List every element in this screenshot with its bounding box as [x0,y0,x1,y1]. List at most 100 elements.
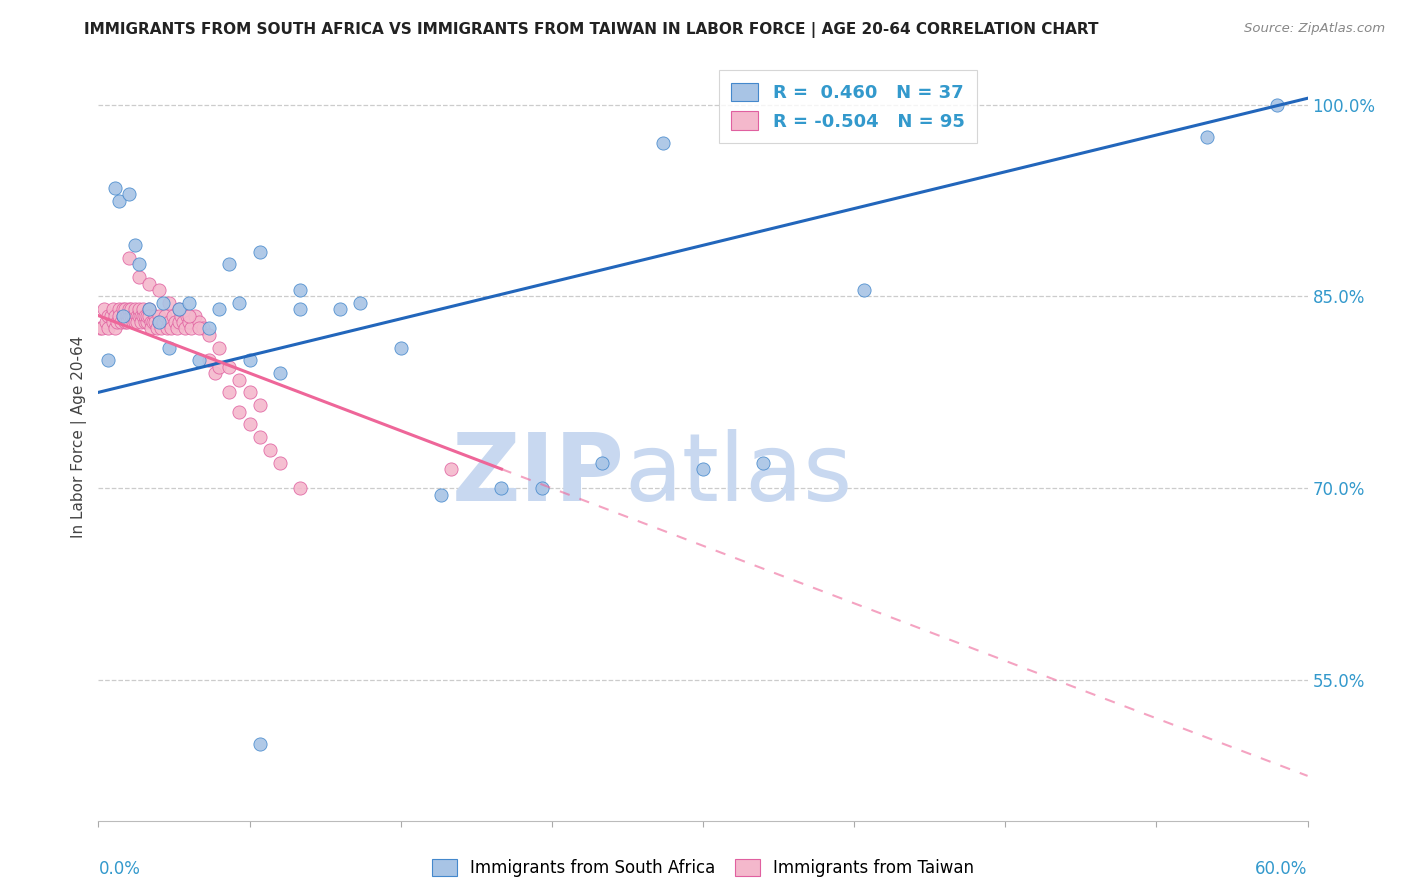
Point [143,309,166,323]
Point [259,442,281,457]
Point [148,309,170,323]
Point [115,309,138,323]
Point [139,315,162,329]
Point [91,321,114,335]
Point [139,321,162,335]
Point [198,353,221,368]
Point [128,270,150,285]
Point [329,302,352,317]
Point [288,302,311,317]
Point [105,315,128,329]
Point [125,315,148,329]
Point [163,315,186,329]
Point [188,315,211,329]
Point [152,296,174,310]
Point [89,321,111,335]
Point [138,302,160,317]
Point [120,309,142,323]
Point [111,309,134,323]
Point [288,481,311,495]
Point [96,315,118,329]
Point [651,136,673,150]
Point [249,737,271,751]
Point [853,283,876,297]
Point [138,302,160,317]
Point [239,385,262,400]
Point [1267,97,1289,112]
Point [132,302,155,317]
Point [157,296,180,310]
Text: Source: ZipAtlas.com: Source: ZipAtlas.com [1244,22,1385,36]
Point [228,296,250,310]
Point [166,321,188,335]
Point [218,385,240,400]
Text: ZIP: ZIP [451,429,624,522]
Point [249,430,271,444]
Point [430,488,453,502]
Point [591,456,613,470]
Point [162,309,184,323]
Point [167,315,190,329]
Point [176,309,198,323]
Point [107,302,129,317]
Point [208,359,231,374]
Point [208,302,231,317]
Point [228,404,250,418]
Point [288,283,311,297]
Point [124,238,146,252]
Point [146,321,169,335]
Point [193,321,215,335]
Point [111,309,134,323]
Point [148,315,170,329]
Text: atlas: atlas [624,429,852,522]
Point [135,315,157,329]
Point [153,309,176,323]
Point [97,309,120,323]
Point [170,309,193,323]
Point [100,309,122,323]
Point [118,302,141,317]
Point [249,244,271,259]
Point [118,187,141,202]
Point [134,309,156,323]
Point [692,462,714,476]
Point [101,302,124,317]
Point [97,321,120,335]
Point [198,327,221,342]
Point [143,315,166,329]
Point [114,302,136,317]
Point [132,309,155,323]
Point [180,321,202,335]
Point [167,302,190,317]
Point [188,353,211,368]
Point [110,315,132,329]
Point [128,302,150,317]
Y-axis label: In Labor Force | Age 20-64: In Labor Force | Age 20-64 [72,336,87,538]
Point [179,309,201,323]
Point [118,309,141,323]
Point [218,359,240,374]
Point [148,315,170,329]
Point [120,302,142,317]
Text: IMMIGRANTS FROM SOUTH AFRICA VS IMMIGRANTS FROM TAIWAN IN LABOR FORCE | AGE 20-6: IMMIGRANTS FROM SOUTH AFRICA VS IMMIGRAN… [84,22,1099,38]
Text: 60.0%: 60.0% [1256,860,1308,878]
Point [157,341,180,355]
Point [129,315,152,329]
Point [160,321,183,335]
Point [97,353,120,368]
Point [530,481,553,495]
Point [93,302,115,317]
Point [389,341,412,355]
Point [440,462,463,476]
Point [218,258,240,272]
Point [148,283,170,297]
Point [152,315,174,329]
Point [179,315,201,329]
Point [111,302,134,317]
Point [157,315,180,329]
Point [128,258,150,272]
Point [269,366,291,380]
Point [228,373,250,387]
Point [167,302,190,317]
Point [107,309,129,323]
